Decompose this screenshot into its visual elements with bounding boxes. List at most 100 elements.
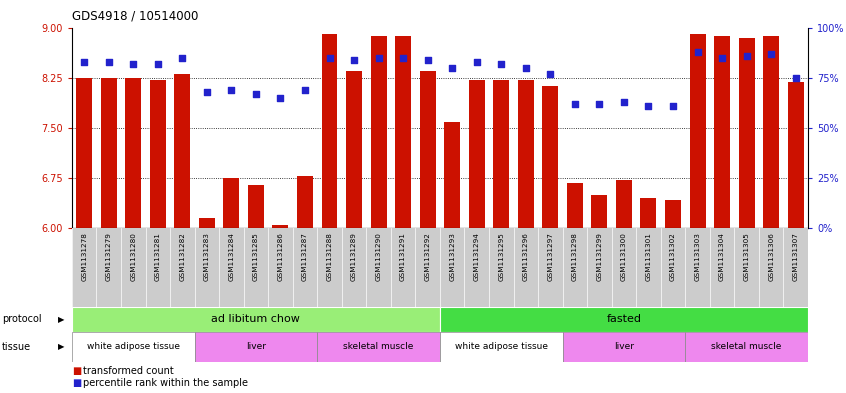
Bar [714, 35, 730, 228]
Point [543, 70, 557, 77]
Bar [440, 332, 563, 362]
Text: GSM1131280: GSM1131280 [130, 232, 136, 281]
Point [764, 50, 777, 57]
Bar [493, 80, 509, 228]
Point [347, 57, 360, 63]
Bar [72, 307, 440, 332]
Text: skeletal muscle: skeletal muscle [343, 342, 414, 351]
Bar [72, 332, 195, 362]
Bar [440, 307, 808, 332]
Point [690, 48, 704, 55]
Bar [76, 78, 92, 228]
Bar [272, 225, 288, 228]
Bar [395, 35, 411, 228]
Bar [174, 74, 190, 228]
Text: GSM1131293: GSM1131293 [449, 232, 455, 281]
Text: fasted: fasted [607, 314, 641, 324]
Bar [518, 80, 534, 228]
Point [470, 59, 483, 65]
Text: GSM1131289: GSM1131289 [351, 232, 357, 281]
Text: GSM1131292: GSM1131292 [425, 232, 431, 281]
Point [175, 55, 189, 61]
Text: ▶: ▶ [58, 342, 64, 351]
Bar [321, 34, 338, 228]
Bar [591, 195, 607, 228]
Bar [223, 178, 239, 228]
Point [298, 86, 311, 93]
Text: transformed count: transformed count [83, 366, 173, 376]
Bar [739, 38, 755, 228]
Point [715, 55, 728, 61]
Bar [542, 86, 558, 228]
Text: GSM1131286: GSM1131286 [277, 232, 283, 281]
Bar [563, 332, 685, 362]
Point [151, 61, 164, 67]
Text: GSM1131285: GSM1131285 [253, 232, 259, 281]
Text: ■: ■ [72, 366, 81, 376]
Point [420, 57, 434, 63]
Bar [689, 34, 706, 228]
Point [617, 99, 630, 105]
Text: ▶: ▶ [58, 315, 64, 324]
Text: white adipose tissue: white adipose tissue [87, 342, 179, 351]
Point [666, 103, 679, 109]
Bar [640, 198, 656, 228]
Point [519, 64, 532, 71]
Text: GSM1131284: GSM1131284 [228, 232, 234, 281]
Bar [317, 332, 440, 362]
Bar [788, 82, 804, 228]
Bar [125, 78, 141, 228]
Text: tissue: tissue [2, 342, 30, 352]
Bar [616, 180, 632, 228]
Bar [346, 71, 362, 228]
Bar [567, 182, 583, 228]
Text: GSM1131303: GSM1131303 [695, 232, 700, 281]
Bar [101, 78, 117, 228]
Bar [199, 218, 215, 228]
Point [77, 59, 91, 65]
Text: GSM1131306: GSM1131306 [768, 232, 774, 281]
Point [273, 94, 287, 101]
Bar [444, 122, 460, 228]
Text: GSM1131282: GSM1131282 [179, 232, 185, 281]
Text: percentile rank within the sample: percentile rank within the sample [83, 378, 248, 388]
Point [568, 101, 581, 107]
Text: GSM1131304: GSM1131304 [719, 232, 725, 281]
Point [371, 55, 385, 61]
Point [739, 52, 753, 59]
Text: GDS4918 / 10514000: GDS4918 / 10514000 [72, 10, 198, 23]
Text: white adipose tissue: white adipose tissue [455, 342, 547, 351]
Point [224, 86, 238, 93]
Text: GSM1131290: GSM1131290 [376, 232, 382, 281]
Text: GSM1131281: GSM1131281 [155, 232, 161, 281]
Text: GSM1131298: GSM1131298 [572, 232, 578, 281]
Bar [297, 176, 313, 228]
Point [445, 64, 459, 71]
Text: GSM1131288: GSM1131288 [327, 232, 332, 281]
Text: GSM1131307: GSM1131307 [793, 232, 799, 281]
Bar [685, 332, 808, 362]
Text: ■: ■ [72, 378, 81, 388]
Bar [371, 35, 387, 228]
Point [102, 59, 115, 65]
Text: skeletal muscle: skeletal muscle [711, 342, 782, 351]
Text: GSM1131278: GSM1131278 [81, 232, 87, 281]
Text: GSM1131283: GSM1131283 [204, 232, 210, 281]
Bar [150, 80, 166, 228]
Text: GSM1131300: GSM1131300 [621, 232, 627, 281]
Text: ad libitum chow: ad libitum chow [212, 314, 300, 324]
Text: GSM1131294: GSM1131294 [474, 232, 480, 281]
Bar [665, 200, 681, 228]
Point [396, 55, 409, 61]
Bar [469, 80, 485, 228]
Text: GSM1131279: GSM1131279 [106, 232, 112, 281]
Text: GSM1131295: GSM1131295 [498, 232, 504, 281]
Text: GSM1131297: GSM1131297 [547, 232, 553, 281]
Point [126, 61, 140, 67]
Point [322, 55, 336, 61]
Text: GSM1131287: GSM1131287 [302, 232, 308, 281]
Point [249, 90, 262, 97]
Point [494, 61, 508, 67]
Bar [763, 35, 779, 228]
Point [788, 75, 802, 81]
